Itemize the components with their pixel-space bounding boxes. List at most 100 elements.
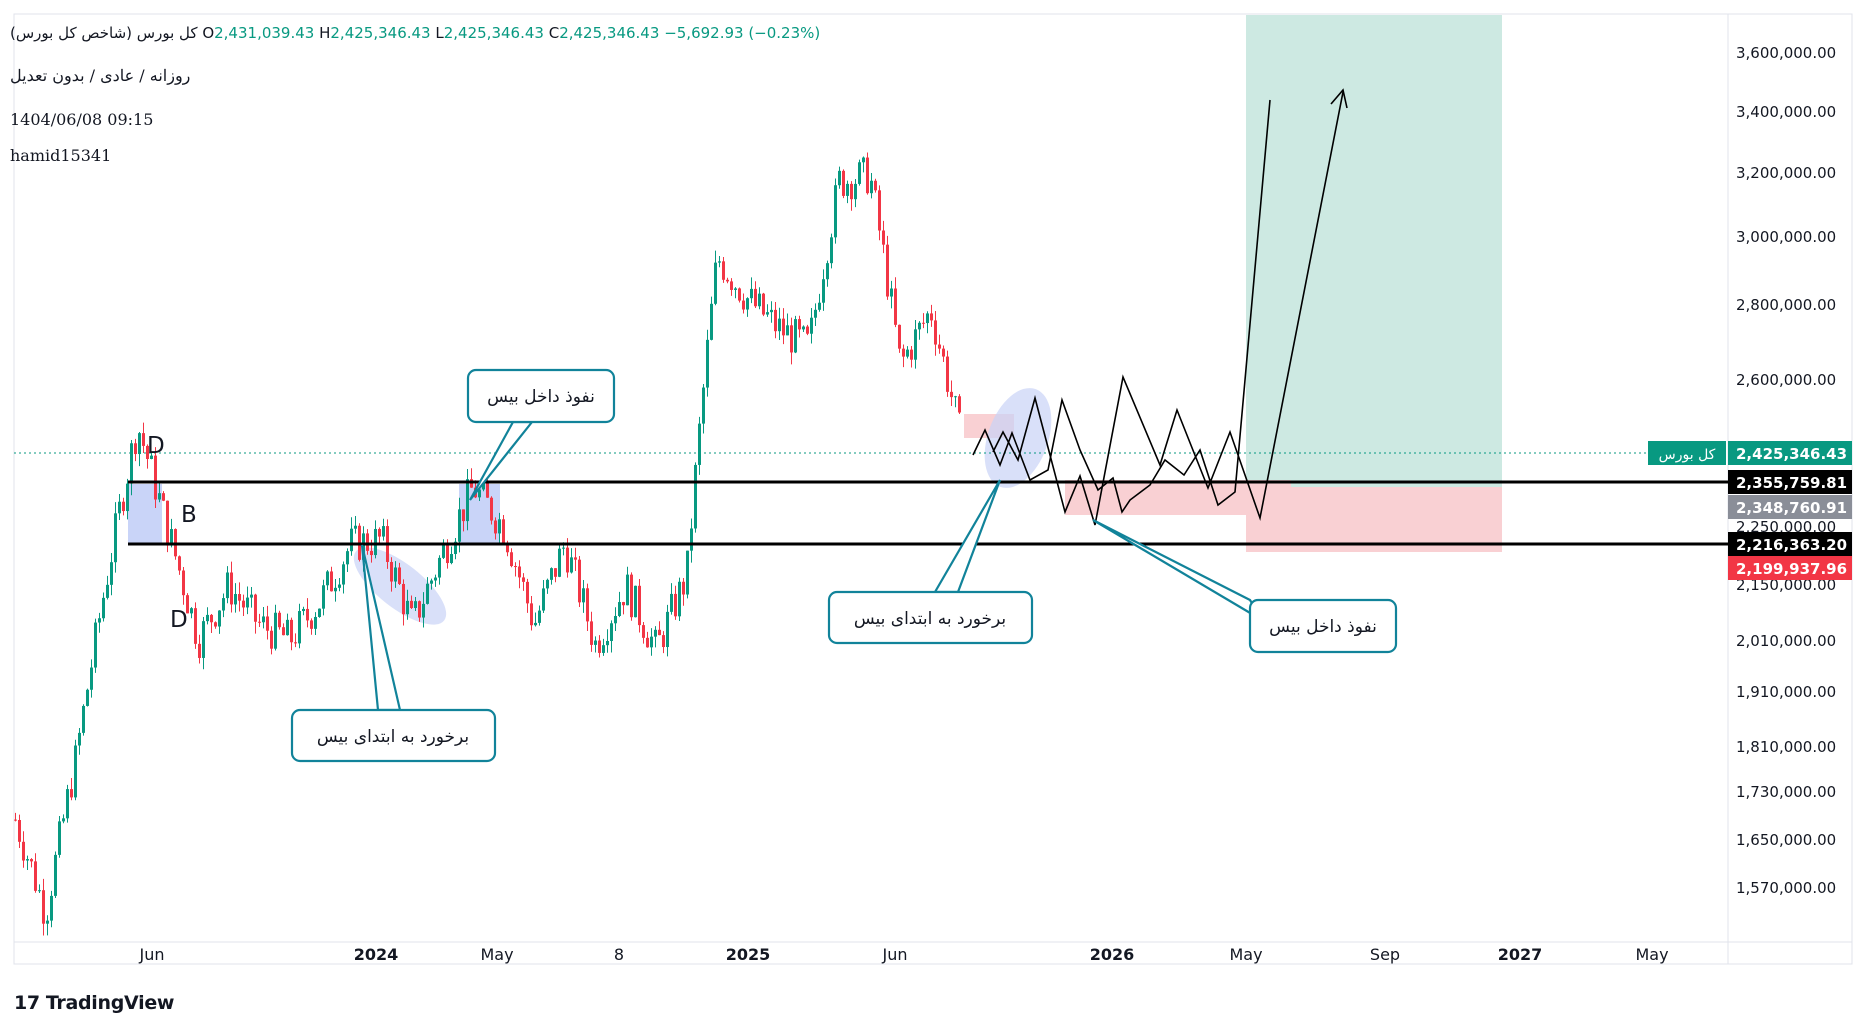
time-tick: Sep (1370, 945, 1400, 964)
high-value: 2,425,346.43 (330, 24, 431, 42)
current-price-tag[interactable]: کل بورس 2,425,346.43 (1648, 441, 1852, 465)
candle-body (286, 619, 289, 636)
candle-body (298, 611, 301, 644)
candle-body (350, 528, 353, 552)
chart-subtitle: روزانه / عادی / بدون تعدیل (10, 66, 191, 85)
tradingview-logo[interactable]: 17 TradingView (14, 992, 174, 1014)
candle-body (678, 581, 681, 617)
callout-3[interactable]: برخورد به ابتدای بیس (827, 590, 1034, 645)
symbol-title[interactable]: کل بورس (شاخص کل بورس) (10, 24, 198, 42)
callout-2-pointer (469, 420, 535, 501)
candle-body (502, 519, 505, 543)
callout-3-text: برخورد به ابتدای بیس (854, 609, 1006, 629)
candle-body (842, 170, 845, 196)
time-tick: May (1229, 945, 1262, 964)
candle-body (530, 603, 533, 626)
candle-body (770, 309, 773, 313)
price-tick: 1,730,000.00 (1736, 783, 1836, 801)
candle-body (342, 564, 345, 585)
candle-body (862, 157, 865, 163)
candle-body (230, 572, 233, 605)
time-axis[interactable]: Jun 2024 May 8 2025 Jun 2026 May Sep 202… (139, 945, 1669, 964)
candle-body (222, 598, 225, 611)
candle-body (858, 162, 861, 184)
current-price-value: 2,425,346.43 (1736, 445, 1847, 463)
price-axis[interactable]: 3,600,000.00 3,400,000.00 3,200,000.00 3… (1736, 44, 1836, 897)
candle-body (590, 621, 593, 645)
candle-body (138, 433, 141, 455)
price-label-3[interactable]: 2,216,363.20 (1728, 532, 1852, 556)
candle-body (26, 859, 29, 861)
candle-body (538, 610, 541, 623)
price-tick: 3,200,000.00 (1736, 164, 1836, 182)
candle-body (690, 528, 693, 551)
candle-body (886, 244, 889, 297)
candle-body (114, 513, 117, 563)
candle-body (910, 349, 913, 360)
candle-body (714, 262, 717, 304)
projection-path[interactable] (972, 99, 1271, 514)
candle-body (278, 612, 281, 628)
price-label-1[interactable]: 2,355,759.81 (1728, 470, 1852, 494)
candle-body (150, 455, 153, 459)
candle-body (522, 577, 525, 582)
target-zone[interactable] (1246, 15, 1502, 487)
candle-body (46, 920, 49, 924)
candle-body (290, 619, 293, 643)
candle-body (478, 489, 481, 498)
close-value: 2,425,346.43 (559, 24, 660, 42)
callout-1[interactable]: برخورد به ابتدای بیس (290, 708, 497, 763)
candle-body (650, 636, 653, 648)
candle-body (618, 602, 621, 616)
annotation-d-top: D (147, 433, 165, 459)
price-label-4[interactable]: 2,199,937.96 (1728, 556, 1852, 580)
candle-body (746, 298, 749, 310)
candle-body (186, 595, 189, 614)
candle-body (854, 183, 857, 200)
price-tick: 3,600,000.00 (1736, 44, 1836, 62)
candle-body (198, 643, 201, 658)
candle-body (182, 570, 185, 596)
callout-2[interactable]: نفوذ داخل بیس (466, 368, 616, 424)
candle-body (542, 588, 545, 611)
low-value: 2,425,346.43 (443, 24, 544, 42)
projection-path-2[interactable] (992, 91, 1344, 526)
candle-body (498, 519, 501, 534)
candle-body (122, 501, 125, 512)
candle-body (74, 745, 77, 798)
price-tick: 2,600,000.00 (1736, 371, 1836, 389)
candle-body (390, 561, 393, 582)
candle-body (694, 464, 697, 529)
candle-body (578, 559, 581, 603)
candle-body (22, 841, 25, 861)
candle-body (870, 180, 873, 194)
candle-body (234, 594, 237, 605)
callout-4[interactable]: نفوذ داخل بیس (1248, 598, 1398, 654)
candle-body (638, 585, 641, 626)
candle-body (630, 574, 633, 618)
candle-body (598, 640, 601, 653)
candle-body (698, 423, 701, 465)
plot-frame (13, 13, 1853, 965)
time-tick: 2027 (1498, 945, 1543, 964)
candle-body (42, 890, 45, 924)
candle-body (658, 629, 661, 636)
candle-body (442, 545, 445, 558)
price-label-2[interactable]: 2,348,760.91 (1728, 495, 1852, 519)
tradingview-icon: 17 (14, 992, 40, 1014)
candle-body (838, 170, 841, 186)
candle-body (282, 627, 285, 636)
candle-body (758, 293, 761, 307)
price-tick: 2,010,000.00 (1736, 632, 1836, 650)
candle-body (626, 574, 629, 606)
candle-body (366, 533, 369, 551)
candle-body (190, 608, 193, 614)
candle-body (902, 348, 905, 357)
candle-body (494, 520, 497, 534)
candle-body (946, 356, 949, 392)
candle-body (250, 594, 253, 598)
candle-body (546, 579, 549, 589)
candle-body (422, 603, 425, 618)
candle-body (826, 263, 829, 280)
